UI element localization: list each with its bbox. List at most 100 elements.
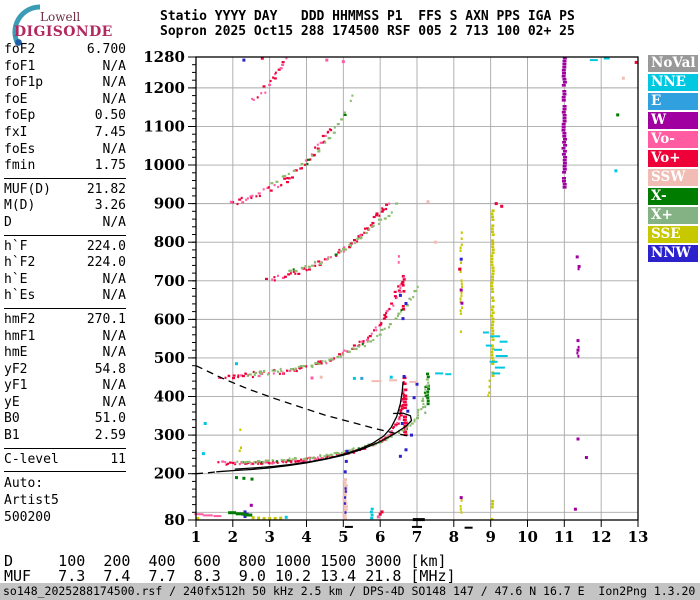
digisonde-logo: Lowell DIGISONDE: [4, 2, 154, 46]
param-value: N/A: [102, 91, 126, 107]
spread-column-sse: [238, 428, 242, 453]
model-line-transmission-hook-start: [196, 471, 217, 475]
y-tick-label: 700: [154, 272, 185, 290]
x-tick-label: 2: [228, 528, 238, 546]
echo-trace-4f-x: [270, 94, 354, 185]
header-field-names: Statio YYYY DAY DDD HHMMSS P1 FFS S AXN …: [160, 9, 575, 24]
param-label: hmE: [4, 345, 28, 361]
param-label: h`F2: [4, 255, 36, 271]
x-tick-label: 5: [338, 528, 348, 546]
legend-item-sse: SSE: [648, 226, 698, 243]
model-line-extrapolated-curve: [196, 365, 408, 437]
x-tick-label: 13: [628, 528, 649, 546]
spread-column-sse: [459, 499, 463, 514]
model-line-profile: [234, 381, 404, 470]
y-tick-label: 600: [154, 310, 185, 328]
legend-item-nnw: NNW: [648, 245, 698, 262]
legend-item-x: X-: [648, 188, 698, 205]
param-value: 21.82: [86, 181, 126, 197]
param-label: foF1: [4, 58, 36, 74]
param-label: foF2: [4, 42, 36, 57]
y-tick-label: 900: [154, 195, 185, 213]
param-row-hmf2: hmF2 270.1: [4, 312, 126, 329]
param-label: B0: [4, 411, 20, 427]
param-label: fmin: [4, 158, 36, 174]
param-row-foe: foE N/A: [4, 92, 126, 109]
param-row-b0: B0 51.0: [4, 411, 126, 428]
x-tick-label: 1: [191, 528, 201, 546]
d-muf-table: D 100 200 400 600 800 1000 1500 3000 [km…: [4, 554, 456, 583]
panel-divider: [4, 234, 126, 236]
param-value: N/A: [102, 214, 126, 230]
param-value: N/A: [102, 75, 126, 91]
param-label: C-level: [4, 451, 59, 467]
spread-column-x: [425, 372, 431, 406]
autoscaling-info-500200: 500200: [4, 510, 51, 526]
param-label: foEs: [4, 141, 36, 157]
param-label: hmF1: [4, 328, 36, 344]
param-row-foes: foEs N/A: [4, 142, 126, 159]
param-row-hmf1: hmF1 N/A: [4, 329, 126, 346]
echo-trace-2f-o: [218, 276, 405, 380]
param-value: 11: [110, 451, 126, 467]
param-label: yE: [4, 394, 20, 410]
param-row-h-es: h`Es N/A: [4, 288, 126, 305]
param-value: N/A: [102, 378, 126, 394]
y-tick-label: 1200: [143, 79, 185, 97]
legend-item-e: E: [648, 93, 698, 110]
spread-column-w: [561, 57, 568, 189]
autoscaling-info-auto: Auto:: [4, 476, 44, 492]
spread-column-w: [576, 345, 580, 358]
echo-trace-f2-o: [217, 380, 407, 466]
logo-arc-icon: [12, 4, 41, 46]
y-tick-label: 80: [164, 511, 185, 529]
param-row-foep: foEp 0.50: [4, 108, 126, 125]
y-tick-label: 800: [154, 233, 185, 251]
param-row-b1: B1 2.59: [4, 428, 126, 445]
x-tick-label: 8: [449, 528, 459, 546]
y-tick-label: 1100: [143, 117, 185, 135]
y-tick-label: 1280: [143, 48, 185, 66]
param-row-m-d: M(D) 3.26: [4, 198, 126, 215]
param-value: 51.0: [94, 411, 126, 427]
dash-marks: [194, 57, 610, 529]
model-line-transmission-hook: [216, 412, 413, 473]
param-value: N/A: [102, 271, 126, 287]
x-tick-label: 4: [301, 528, 311, 546]
spread-column-vo: [397, 255, 400, 264]
param-label: hmF2: [4, 311, 36, 327]
legend-item-nne: NNE: [648, 74, 698, 91]
y-tick-label: 300: [154, 426, 185, 444]
param-value: 54.8: [94, 361, 126, 377]
param-row-fxi: fxI 7.45: [4, 125, 126, 142]
param-value: 7.45: [94, 124, 126, 140]
echo-trace-f2-x: [236, 378, 430, 464]
y-tick-label: 200: [154, 465, 185, 483]
y-tick-label: 400: [154, 388, 185, 406]
param-value: 224.0: [86, 255, 126, 271]
param-value: 3.26: [94, 198, 126, 214]
param-row-c-level: C-level 11: [4, 452, 126, 469]
param-value: N/A: [102, 58, 126, 74]
param-row-d: D N/A: [4, 215, 126, 232]
x-tick-label: 6: [375, 528, 385, 546]
param-row-h-f2: h`F2 224.0: [4, 255, 126, 272]
gridlines: [196, 57, 638, 520]
param-row-h-e: h`E N/A: [4, 272, 126, 289]
logo-lowell-text: Lowell: [40, 10, 81, 24]
param-row-h-f: h`F 224.0: [4, 239, 126, 256]
param-label: h`E: [4, 271, 28, 287]
y-tick-label: 500: [154, 349, 185, 367]
param-row-yf1: yF1 N/A: [4, 378, 126, 395]
d-row: D 100 200 400 600 800 1000 1500 3000 [km…: [4, 552, 447, 570]
param-label: foF1p: [4, 75, 44, 91]
direction-legend: NoVal NNE E W Vo- Vo+ SSW X- X+ SSE NNW: [648, 55, 698, 264]
param-label: D: [4, 214, 12, 230]
param-label: h`F: [4, 238, 28, 254]
echo-trace-4f-o: [229, 128, 333, 206]
param-label: foEp: [4, 108, 36, 124]
param-value: 0.50: [94, 108, 126, 124]
param-value: 224.0: [86, 238, 126, 254]
spread-column-x: [424, 405, 427, 415]
